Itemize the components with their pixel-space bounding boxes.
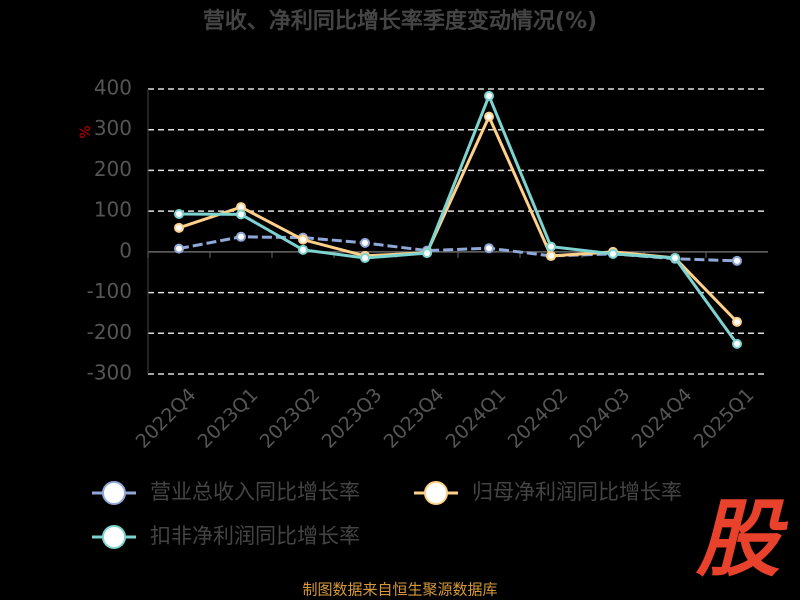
x-tick-label: 2024Q4 xyxy=(628,384,697,453)
y-tick-label: 400 xyxy=(94,76,132,100)
data-point xyxy=(484,243,494,254)
y-axis-label: % xyxy=(78,125,94,138)
x-tick-label: 2023Q2 xyxy=(256,384,325,453)
x-tick-label: 2025Q1 xyxy=(690,384,759,453)
x-tick-label: 2023Q4 xyxy=(380,384,449,453)
y-tick-label: 200 xyxy=(94,157,132,181)
x-tick-label: 2023Q3 xyxy=(318,384,387,453)
watermark: 股 xyxy=(695,490,789,588)
legend-label[interactable]: 营业总收入同比增长率 xyxy=(150,480,360,504)
y-tick-label: 300 xyxy=(94,116,132,140)
x-tick-label: 2024Q1 xyxy=(442,384,511,453)
data-point xyxy=(422,248,432,259)
data-point xyxy=(236,231,246,242)
data-point xyxy=(360,252,370,263)
data-point xyxy=(732,316,742,327)
data-point xyxy=(670,252,680,263)
source-note: 制图数据来自恒生聚源数据库 xyxy=(302,581,497,599)
x-tick-label: 2022Q4 xyxy=(132,384,201,453)
legend-marker[interactable] xyxy=(102,481,126,505)
y-tick-label: -300 xyxy=(87,361,132,385)
series-line xyxy=(178,113,739,323)
data-point xyxy=(732,338,742,349)
x-tick-label: 2024Q3 xyxy=(566,384,635,453)
y-tick-label: 0 xyxy=(119,238,132,262)
y-tick-label: 100 xyxy=(94,198,132,222)
legend-marker[interactable] xyxy=(102,525,126,549)
legend-label[interactable]: 扣非净利润同比增长率 xyxy=(150,524,360,548)
series-line xyxy=(178,91,739,345)
data-point xyxy=(298,244,308,255)
data-point xyxy=(298,234,308,245)
x-tick-label: 2023Q1 xyxy=(194,384,263,453)
y-tick-label: -200 xyxy=(87,320,132,344)
legend-marker[interactable] xyxy=(424,481,448,505)
chart-title: 营收、净利同比增长率季度变动情况(%) xyxy=(203,8,597,34)
data-point xyxy=(546,241,556,252)
data-point xyxy=(236,209,246,220)
data-point xyxy=(608,248,618,259)
data-point xyxy=(174,243,184,254)
y-tick-label: -100 xyxy=(87,279,132,303)
data-point xyxy=(484,90,494,101)
data-point xyxy=(546,250,556,261)
data-point xyxy=(484,111,494,122)
x-tick-label: 2024Q2 xyxy=(504,384,573,453)
data-point xyxy=(732,255,742,266)
data-point xyxy=(360,237,370,248)
legend-label[interactable]: 归母净利润同比增长率 xyxy=(472,480,682,504)
data-point xyxy=(174,222,184,233)
data-point xyxy=(174,208,184,219)
